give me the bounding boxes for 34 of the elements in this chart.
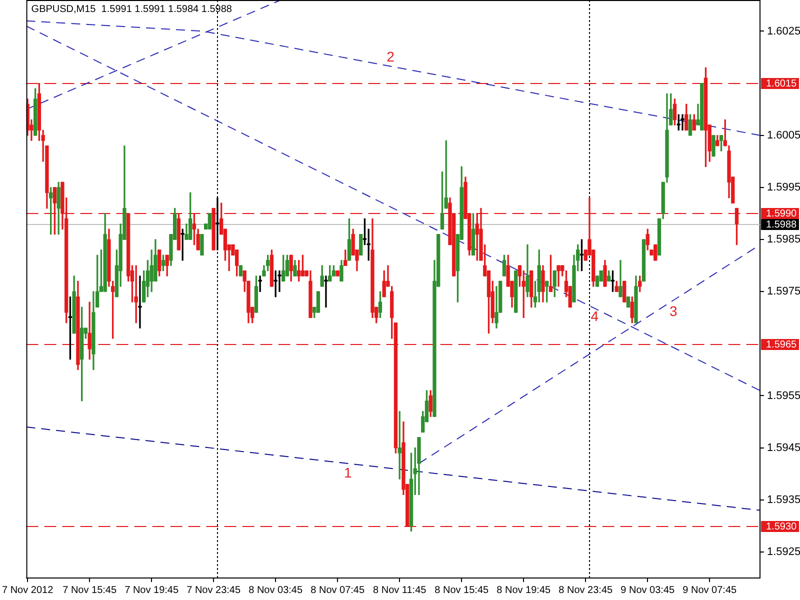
x-tick-label: 8 Nov 03:45 <box>248 584 303 596</box>
x-tick-label: 7 Nov 2012 <box>2 584 54 596</box>
annotation: 1 <box>344 464 352 480</box>
x-tick-label: 8 Nov 23:45 <box>558 584 614 596</box>
ref-line-label: 1.6015 <box>766 78 798 90</box>
x-tick-label: 7 Nov 23:45 <box>186 584 241 596</box>
x-tick-label: 8 Nov 11:45 <box>373 584 427 596</box>
x-tick-label: 9 Nov 03:45 <box>620 584 676 596</box>
annotation: 4 <box>590 308 599 324</box>
candlestick <box>138 276 142 328</box>
candlestick <box>324 276 328 308</box>
annotation: 3 <box>670 302 678 319</box>
annotation: 2 <box>386 48 395 65</box>
y-tick-label: 1.5935 <box>767 494 800 506</box>
y-tick-label: 1.6005 <box>767 129 800 142</box>
x-tick-label: 7 Nov 15:45 <box>62 584 117 596</box>
y-tick-label: 1.5955 <box>767 390 800 402</box>
candlestick <box>680 114 684 131</box>
x-tick-label: 9 Nov 07:45 <box>682 584 738 596</box>
ref-line-label: 1.5930 <box>766 521 798 532</box>
ref-line-label: 1.5988 <box>766 219 798 230</box>
ref-line-label: 1.5965 <box>766 339 798 350</box>
y-tick-label: 1.6025 <box>767 25 800 38</box>
chart-title: GBPUSD,M15 1.5991 1.5991 1.5984 1.5988 <box>31 4 232 15</box>
x-tick-label: 8 Nov 07:45 <box>310 584 365 596</box>
ref-line-label: 1.5990 <box>766 208 798 220</box>
y-tick-label: 1.5985 <box>767 234 800 246</box>
x-tick-label: 7 Nov 19:45 <box>124 584 179 596</box>
x-tick-label: 8 Nov 15:45 <box>434 584 489 596</box>
x-tick-label: 8 Nov 19:45 <box>496 584 552 596</box>
y-tick-label: 1.5975 <box>767 286 800 298</box>
y-tick-label: 1.5945 <box>767 442 800 454</box>
y-tick-label: 1.5995 <box>767 181 800 194</box>
y-tick-label: 1.5925 <box>767 546 800 558</box>
